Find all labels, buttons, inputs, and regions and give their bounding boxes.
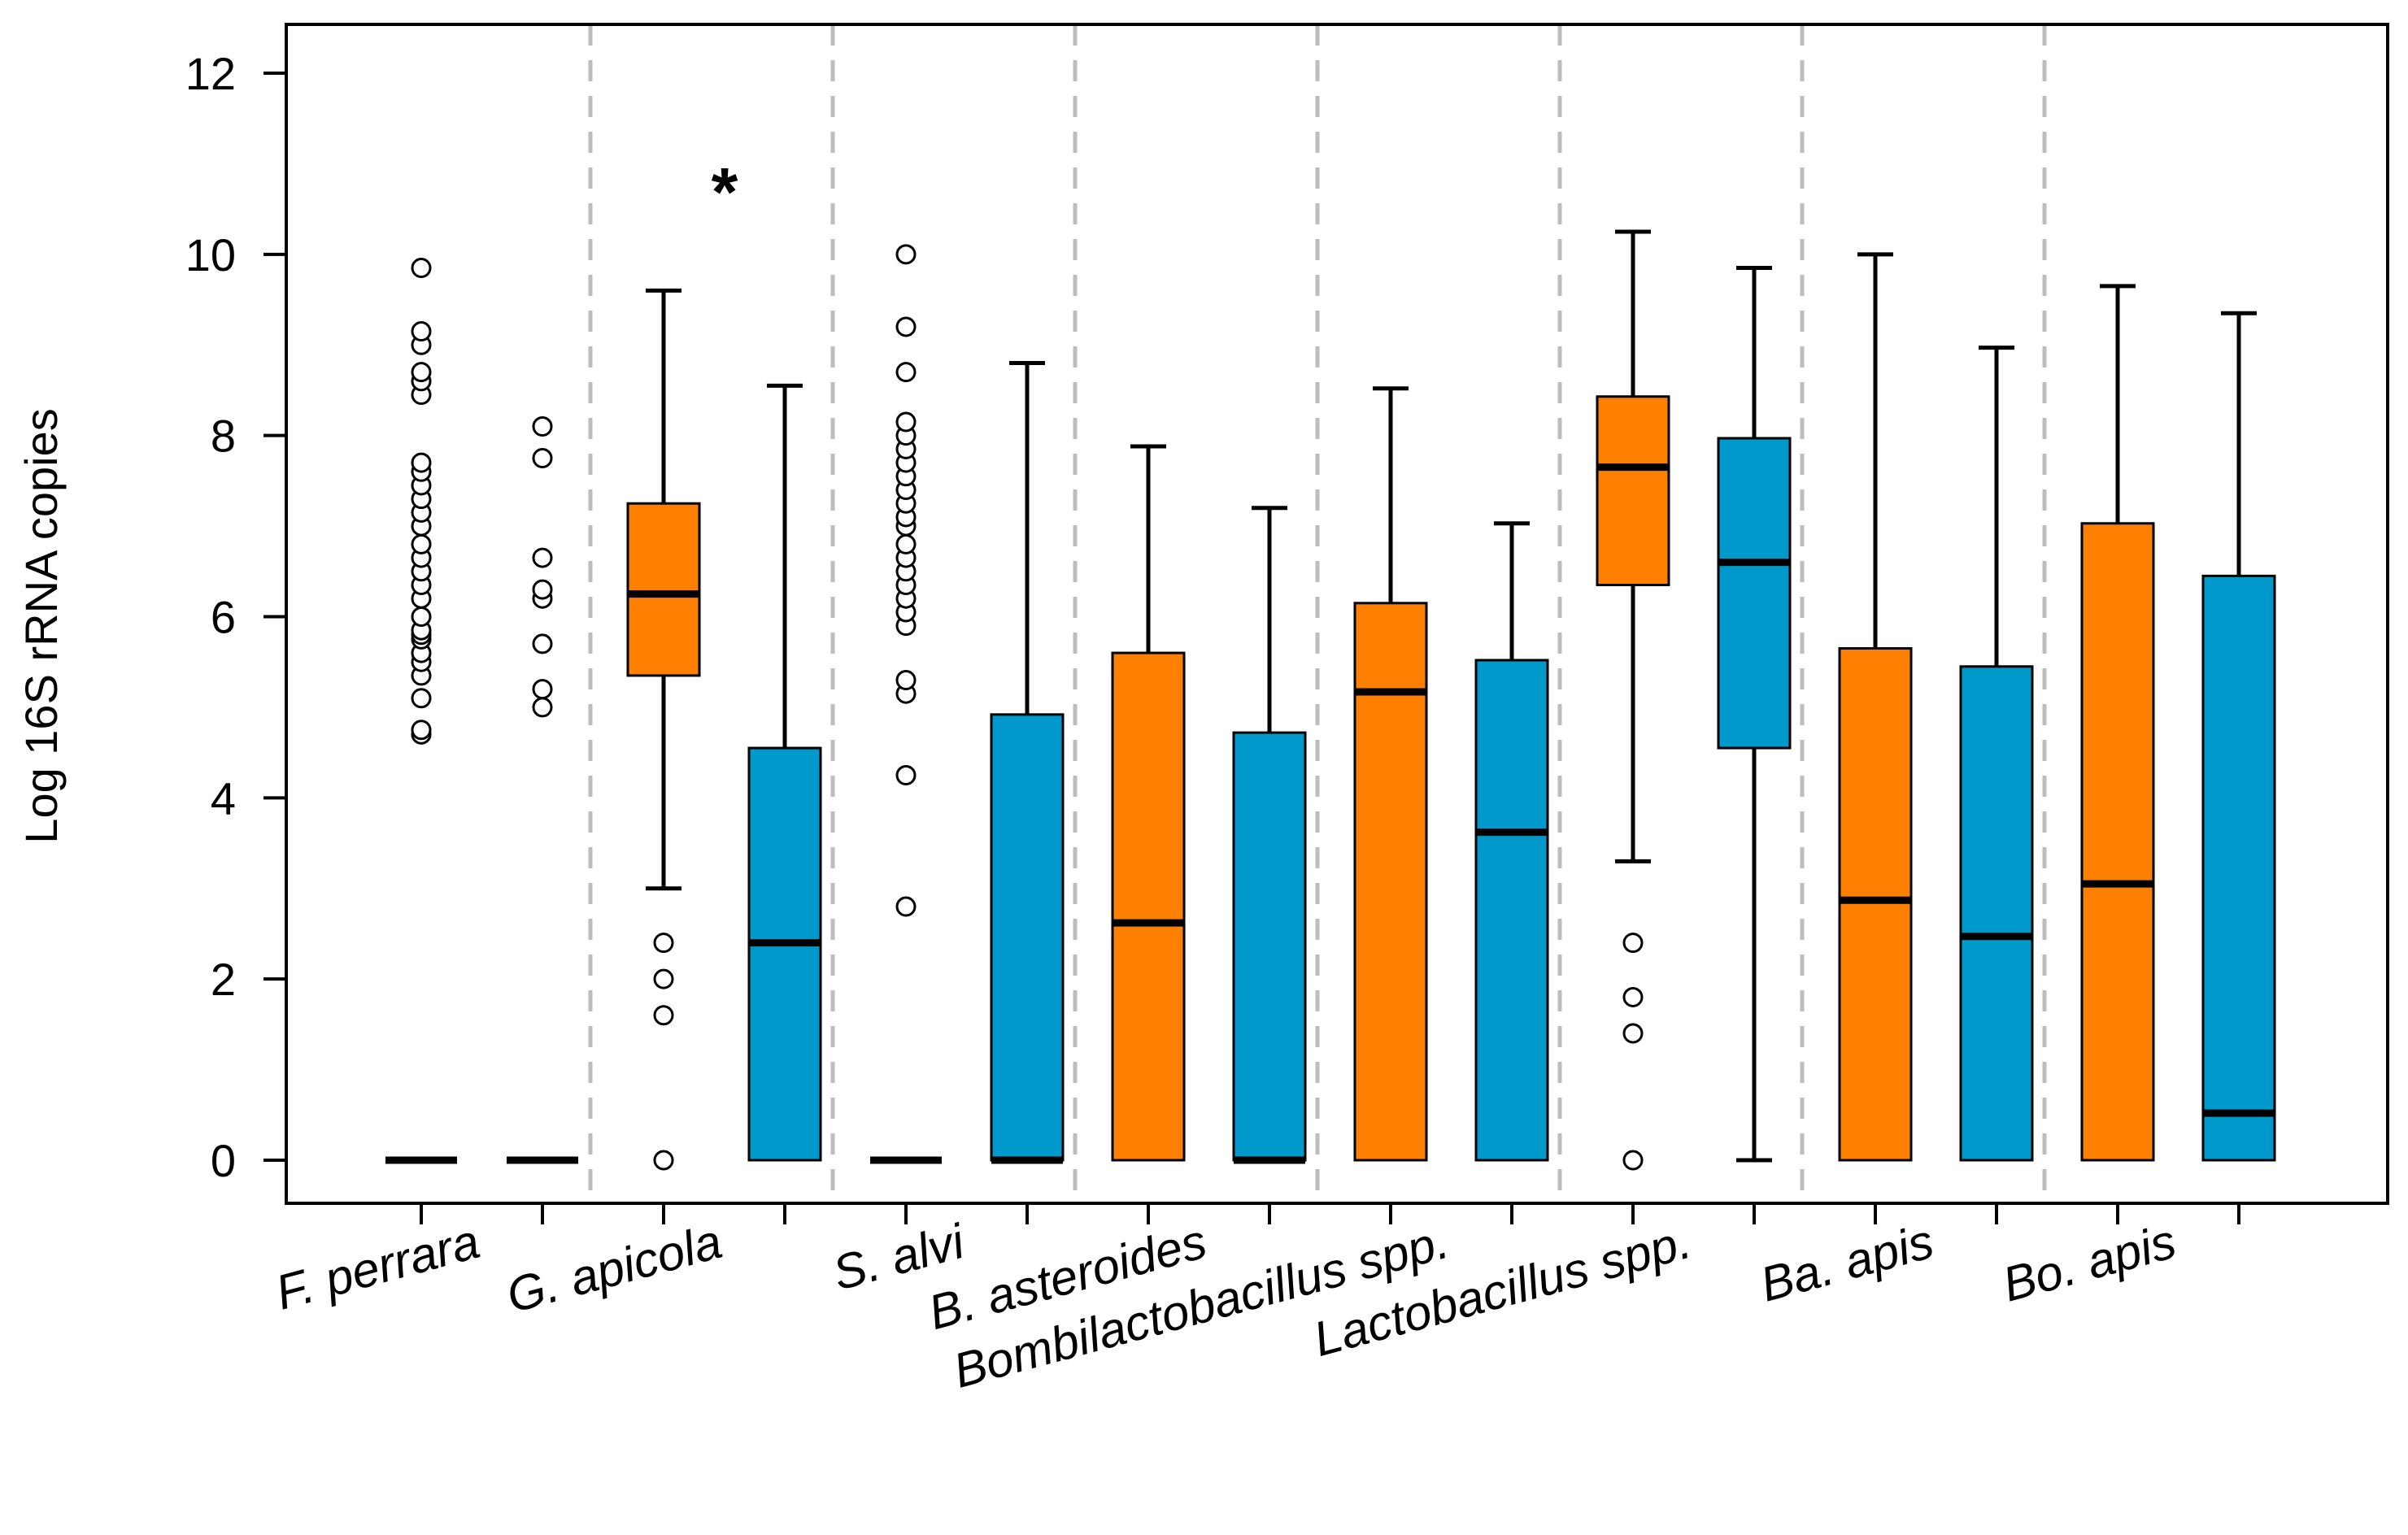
box-blue bbox=[1959, 346, 2034, 1162]
iqr-box bbox=[2201, 574, 2276, 1162]
outlier-point bbox=[895, 533, 917, 554]
outlier-point bbox=[1622, 1150, 1644, 1171]
outlier-point bbox=[532, 697, 553, 718]
iqr-box bbox=[2080, 522, 2155, 1162]
box-blue bbox=[747, 383, 822, 1162]
box-blue bbox=[2201, 311, 2276, 1162]
box-orange bbox=[2080, 284, 2155, 1162]
box-series bbox=[385, 229, 2276, 1171]
outlier-point bbox=[1622, 933, 1644, 954]
iqr-box bbox=[1111, 651, 1186, 1162]
box-orange bbox=[870, 244, 942, 1164]
outlier-point bbox=[411, 533, 432, 554]
outlier-point bbox=[532, 416, 553, 437]
iqr-box bbox=[1717, 437, 1792, 750]
y-tick-label: 8 bbox=[211, 411, 236, 462]
outlier-point bbox=[411, 452, 432, 473]
outlier-point bbox=[653, 968, 674, 989]
outlier-point bbox=[532, 547, 553, 568]
outlier-point bbox=[653, 933, 674, 954]
box-orange bbox=[1353, 386, 1428, 1162]
box-orange bbox=[626, 288, 701, 1171]
outlier-point bbox=[411, 258, 432, 279]
y-tick-label: 12 bbox=[185, 48, 236, 99]
category-label: F. perrara bbox=[270, 1214, 485, 1320]
plot-frame bbox=[285, 23, 2389, 1205]
iqr-box bbox=[1232, 731, 1307, 1162]
y-axis: 0 2 4 6 8 10 12 bbox=[185, 48, 288, 1186]
outlier-point bbox=[411, 688, 432, 709]
outlier-point bbox=[895, 669, 917, 690]
outlier-point bbox=[1622, 1023, 1644, 1044]
outlier-point bbox=[653, 1150, 674, 1171]
box-orange bbox=[1838, 252, 1913, 1162]
box-blue bbox=[1474, 521, 1549, 1162]
category-label: Ba. apis bbox=[1755, 1214, 1940, 1312]
outlier-point bbox=[532, 679, 553, 700]
outlier-point bbox=[895, 362, 917, 383]
iqr-box bbox=[1838, 646, 1913, 1162]
box-orange bbox=[385, 258, 457, 1164]
outlier-point bbox=[532, 448, 553, 469]
outlier-point bbox=[895, 411, 917, 433]
box-orange bbox=[1596, 229, 1670, 1171]
y-tick-label: 2 bbox=[211, 954, 236, 1005]
iqr-box bbox=[1596, 395, 1670, 587]
outlier-point bbox=[532, 633, 553, 654]
box-blue bbox=[1717, 266, 1792, 1163]
y-tick-label: 4 bbox=[211, 772, 236, 824]
outlier-point bbox=[411, 720, 432, 741]
outlier-point bbox=[411, 321, 432, 342]
iqr-box bbox=[626, 502, 701, 677]
outlier-point bbox=[653, 1005, 674, 1026]
iqr-box bbox=[1353, 602, 1428, 1162]
category-label: Bo. apis bbox=[1997, 1214, 2182, 1312]
y-tick-label: 0 bbox=[211, 1135, 236, 1186]
iqr-box bbox=[990, 713, 1065, 1162]
outlier-point bbox=[411, 362, 432, 383]
box-blue bbox=[1232, 506, 1307, 1164]
y-tick-label: 6 bbox=[211, 592, 236, 643]
iqr-box bbox=[1959, 665, 2034, 1162]
group-separators bbox=[588, 24, 2047, 1203]
box-blue bbox=[990, 361, 1065, 1164]
iqr-box bbox=[1474, 659, 1549, 1162]
box-blue bbox=[507, 416, 578, 1164]
outlier-point bbox=[895, 316, 917, 337]
significance-star: * bbox=[712, 154, 738, 230]
outlier-point bbox=[895, 244, 917, 265]
outlier-point bbox=[411, 607, 432, 627]
iqr-box bbox=[747, 746, 822, 1162]
outlier-point bbox=[895, 764, 917, 785]
y-axis-label: Log 16S rRNA copies bbox=[15, 408, 67, 843]
outlier-point bbox=[532, 579, 553, 600]
box-orange bbox=[1111, 444, 1186, 1162]
outlier-point bbox=[895, 896, 917, 917]
y-tick-label: 10 bbox=[185, 229, 236, 280]
outlier-point bbox=[1622, 986, 1644, 1007]
category-label: G. apicola bbox=[501, 1214, 727, 1324]
